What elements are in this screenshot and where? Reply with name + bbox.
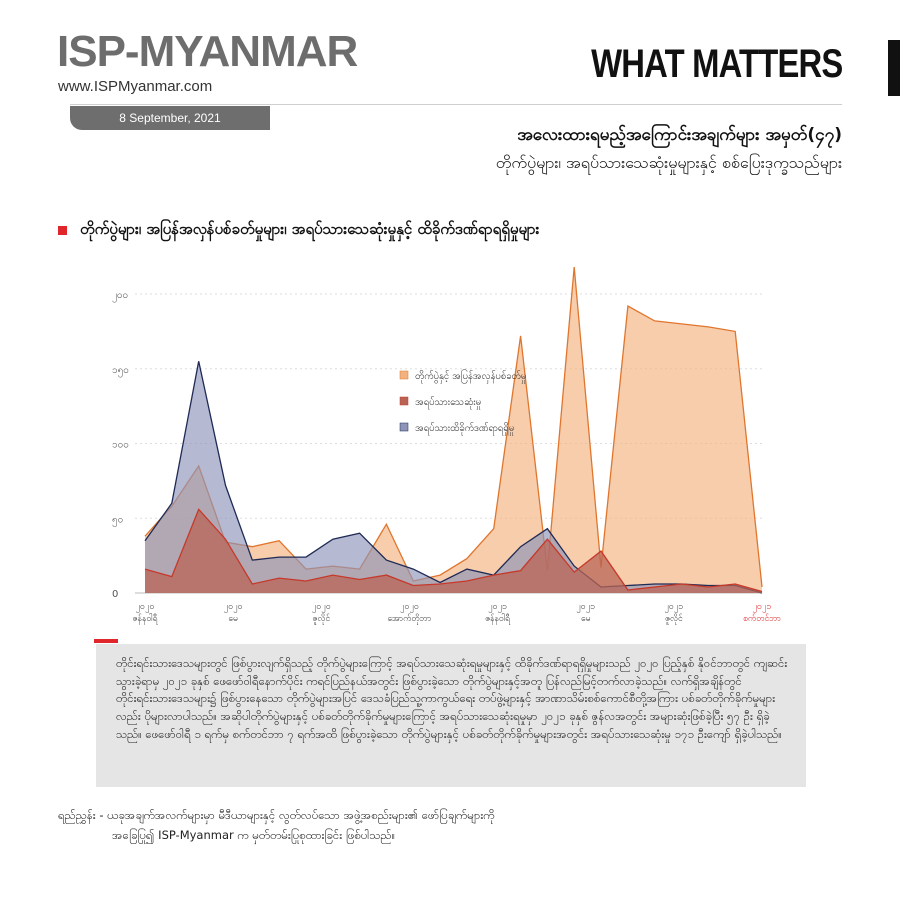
x-tick-year: ၂၀၂၁ [488,602,507,613]
page-subtitle: တိုက်ပွဲများ၊ အရပ်သားသေဆုံးမှုများနှင့် … [495,153,842,172]
x-tick-year: ၂၀၂၀ [224,602,243,613]
page-title: အလေးထားရမည့်အကြောင်းအချက်များ အမှတ်(၄၇) [517,125,842,145]
series-injuries-legend-label: အရပ်သားထိခိုက်ဒဏ်ရာရရှိမှု [415,423,514,435]
x-tick-month: ဇူလိုင် [665,613,683,625]
series-injuries-legend-swatch [399,422,409,432]
series-fighting-legend-swatch [399,370,409,380]
series-deaths-line [144,508,763,593]
series-fighting-legend-label: တိုက်ပွဲနှင့် အပြန်အလှန်ပစ်ခတ်မှု [415,370,526,383]
x-tick-month: ဇန်နဝါရီ [485,613,511,625]
date-badge: 8 September, 2021 [70,106,270,130]
x-tick-year: ၂၀၂၁ [753,602,772,613]
paragraph-accent [94,639,118,643]
summary-paragraph: တိုင်းရင်းသားဒေသများတွင် ဖြစ်ပွားလျက်ရှိ… [116,656,788,741]
x-tick-year: ၂၀၂၀ [312,602,331,613]
x-tick-year: ၂၀၂၀ [400,602,419,613]
source-note-line1: ရည်ညွှန်း - ယခုအချက်အလက်များမှာ မီဒီယာမျ… [58,808,495,822]
x-tick-year: ၂၀၂၁ [664,602,683,613]
brand-title: WHAT MATTERS [590,42,843,86]
series-injuries-line [144,361,763,594]
x-tick-month: ဇန်နဝါရီ [133,613,159,625]
y-tick-label: 0 [112,589,118,600]
area-chart: 0၅၀၁၀၀၁၅၀၂၀၀၂၀၂၀ဇန်နဝါရီ၂၀၂၀မေ၂၀၂၀ဇူလိုင… [112,267,781,625]
summary-box [96,644,806,787]
website-link[interactable]: www.ISPMyanmar.com [58,78,213,95]
logo-text: ISP-MYANMAR [57,27,358,76]
x-tick-month: အောက်တိုဘာ [387,613,431,625]
x-tick-year: ၂၀၂၀ [136,602,155,613]
x-tick-month: ဇူလိုင် [312,613,330,625]
y-tick-label: ၂၀၀ [112,290,128,303]
y-tick-label: ၁၀၀ [112,440,129,451]
brand-bar [888,40,900,96]
section-marker [58,226,67,235]
x-tick-year: ၂၀၂၁ [576,602,595,613]
section-title: တိုက်ပွဲများ၊ အပြန်အလှန်ပစ်ခတ်မှုများ၊ အ… [80,220,540,238]
header-divider [70,104,842,105]
series-deaths-area [145,509,762,593]
y-tick-label: ၅၀ [112,514,123,527]
series-deaths-legend-swatch [399,396,409,406]
y-tick-label: ၁၅၀ [112,365,129,378]
x-tick-month: မေ [228,614,238,624]
series-deaths-legend-label: အရပ်သားသေဆုံးမှု [415,397,481,409]
x-tick-month: စက်တင်ဘာ [743,613,781,624]
x-tick-month: မေ [581,614,591,624]
source-note-line2: အခြေပြု၍ ISP-Myanmar က မှတ်တမ်းပြုစုထားခ… [112,828,396,842]
series-fighting-area [145,267,762,593]
